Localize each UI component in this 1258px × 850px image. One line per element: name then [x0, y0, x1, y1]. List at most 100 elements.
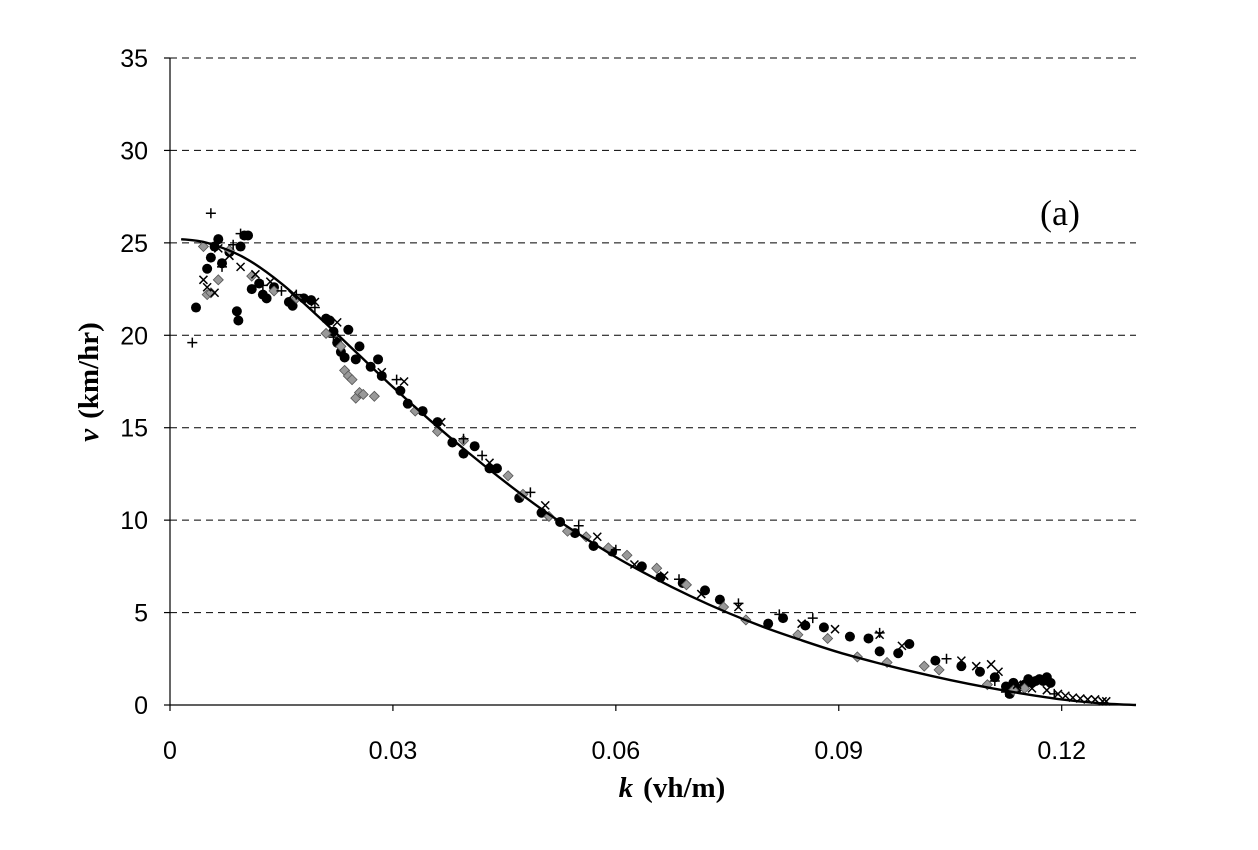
y-tick-label: 35 [120, 45, 148, 73]
data-point-circle [818, 622, 829, 633]
y-axis-unit: (km/hr) [73, 322, 105, 419]
data-point-circle [763, 618, 774, 629]
data-point-diamond [246, 270, 258, 282]
data-point-cross [436, 417, 446, 427]
data-point-diamond [357, 388, 369, 401]
y-tick-label: 10 [120, 507, 148, 535]
data-point-diamond [918, 660, 930, 672]
data-point-diamond [335, 340, 347, 352]
data-point-circle [324, 315, 335, 326]
data-point-circle [343, 324, 354, 335]
data-point-diamond [268, 285, 280, 297]
axes [164, 57, 1136, 711]
y-tick-label: 0 [134, 692, 148, 720]
data-point-plus [328, 332, 339, 343]
x-axis-title: k (vh/m) [619, 772, 726, 804]
fit-curve [180, 237, 1137, 707]
data-point-circle [469, 441, 480, 452]
data-point-cross [994, 667, 1004, 677]
data-point-circle [1000, 681, 1011, 692]
data-point-circle [636, 561, 647, 572]
data-point-cross [830, 624, 840, 634]
data-point-circle [246, 284, 257, 295]
data-point-circle [233, 315, 244, 326]
data-point-cross [875, 630, 885, 640]
data-point-circle [956, 661, 967, 672]
gridlines [170, 57, 1136, 614]
data-point-plus [874, 627, 885, 638]
data-point-circle [350, 354, 361, 365]
y-tick-label: 5 [134, 600, 148, 628]
data-point-plus [228, 239, 239, 250]
data-point-plus [989, 675, 1000, 686]
data-point-circle [714, 594, 725, 605]
data-point-diamond [502, 470, 514, 482]
data-point-plus [525, 487, 536, 498]
x-axis-unit: (vh/m) [643, 772, 725, 804]
data-point-circle [231, 306, 242, 317]
data-point-cross [265, 277, 275, 287]
data-point-circle [213, 234, 224, 245]
data-point-circle [974, 666, 985, 677]
data-point-cross [236, 262, 246, 272]
data-point-cross [224, 251, 234, 261]
data-point-circle [904, 638, 915, 649]
data-point-plus [276, 285, 287, 296]
data-point-plus [187, 337, 198, 348]
y-tick-label: 30 [120, 137, 148, 165]
data-point-circle [930, 655, 941, 666]
data-point-plus [235, 228, 246, 239]
y-tick-label: 20 [120, 322, 148, 350]
data-point-circle [373, 354, 384, 365]
data-point-cross [956, 656, 966, 666]
data-point-plus [477, 450, 488, 461]
x-axis-symbol: k [619, 772, 634, 804]
y-axis-title: v (km/hr) [73, 322, 105, 442]
data-point-circle [491, 463, 502, 474]
data-point-circle [191, 302, 202, 313]
data-point-circle [235, 241, 246, 252]
data-point-diamond [621, 549, 633, 561]
data-point-cross [971, 661, 981, 671]
data-point-cross [198, 275, 208, 285]
data-point-circle [339, 352, 350, 363]
data-point-circle [205, 252, 216, 263]
panel-label: (a) [1040, 193, 1080, 233]
data-points [187, 208, 1111, 706]
data-point-cross [592, 532, 602, 542]
x-tick-label: 0.03 [369, 737, 418, 765]
data-point-circle [395, 385, 406, 396]
x-tick-label: 0.12 [1037, 737, 1086, 765]
data-point-cross [1012, 680, 1022, 690]
data-point-circle [863, 633, 874, 644]
data-point-circle [417, 406, 428, 417]
data-point-cross [399, 376, 409, 387]
y-axis-symbol: v [73, 428, 105, 442]
data-point-cross [1053, 689, 1063, 699]
data-point-plus [807, 613, 818, 624]
x-tick-label: 0 [163, 737, 177, 765]
x-tick-label: 0.06 [592, 737, 641, 765]
data-point-cross [797, 619, 807, 629]
data-point-cross [1042, 685, 1052, 695]
data-point-circle [800, 620, 811, 631]
data-point-circle [1045, 677, 1056, 688]
data-point-plus [309, 302, 320, 313]
data-point-cross [897, 641, 907, 651]
data-point-cross [659, 571, 669, 581]
y-tick-label: 25 [120, 230, 148, 258]
y-tick-labels: 0 5 10 15 20 25 30 35 [120, 45, 148, 720]
data-point-diamond [205, 287, 217, 299]
data-point-cross [540, 500, 550, 510]
data-point-cross [986, 659, 996, 669]
data-point-diamond [346, 374, 358, 386]
data-point-diamond [933, 664, 945, 676]
data-point-cross [202, 282, 212, 292]
data-point-plus [941, 653, 952, 664]
x-tick-label: 0.09 [814, 737, 863, 765]
data-point-cross [210, 288, 220, 298]
data-point-cross [310, 297, 320, 307]
data-point-circle [844, 631, 855, 642]
data-point-diamond [197, 240, 210, 253]
